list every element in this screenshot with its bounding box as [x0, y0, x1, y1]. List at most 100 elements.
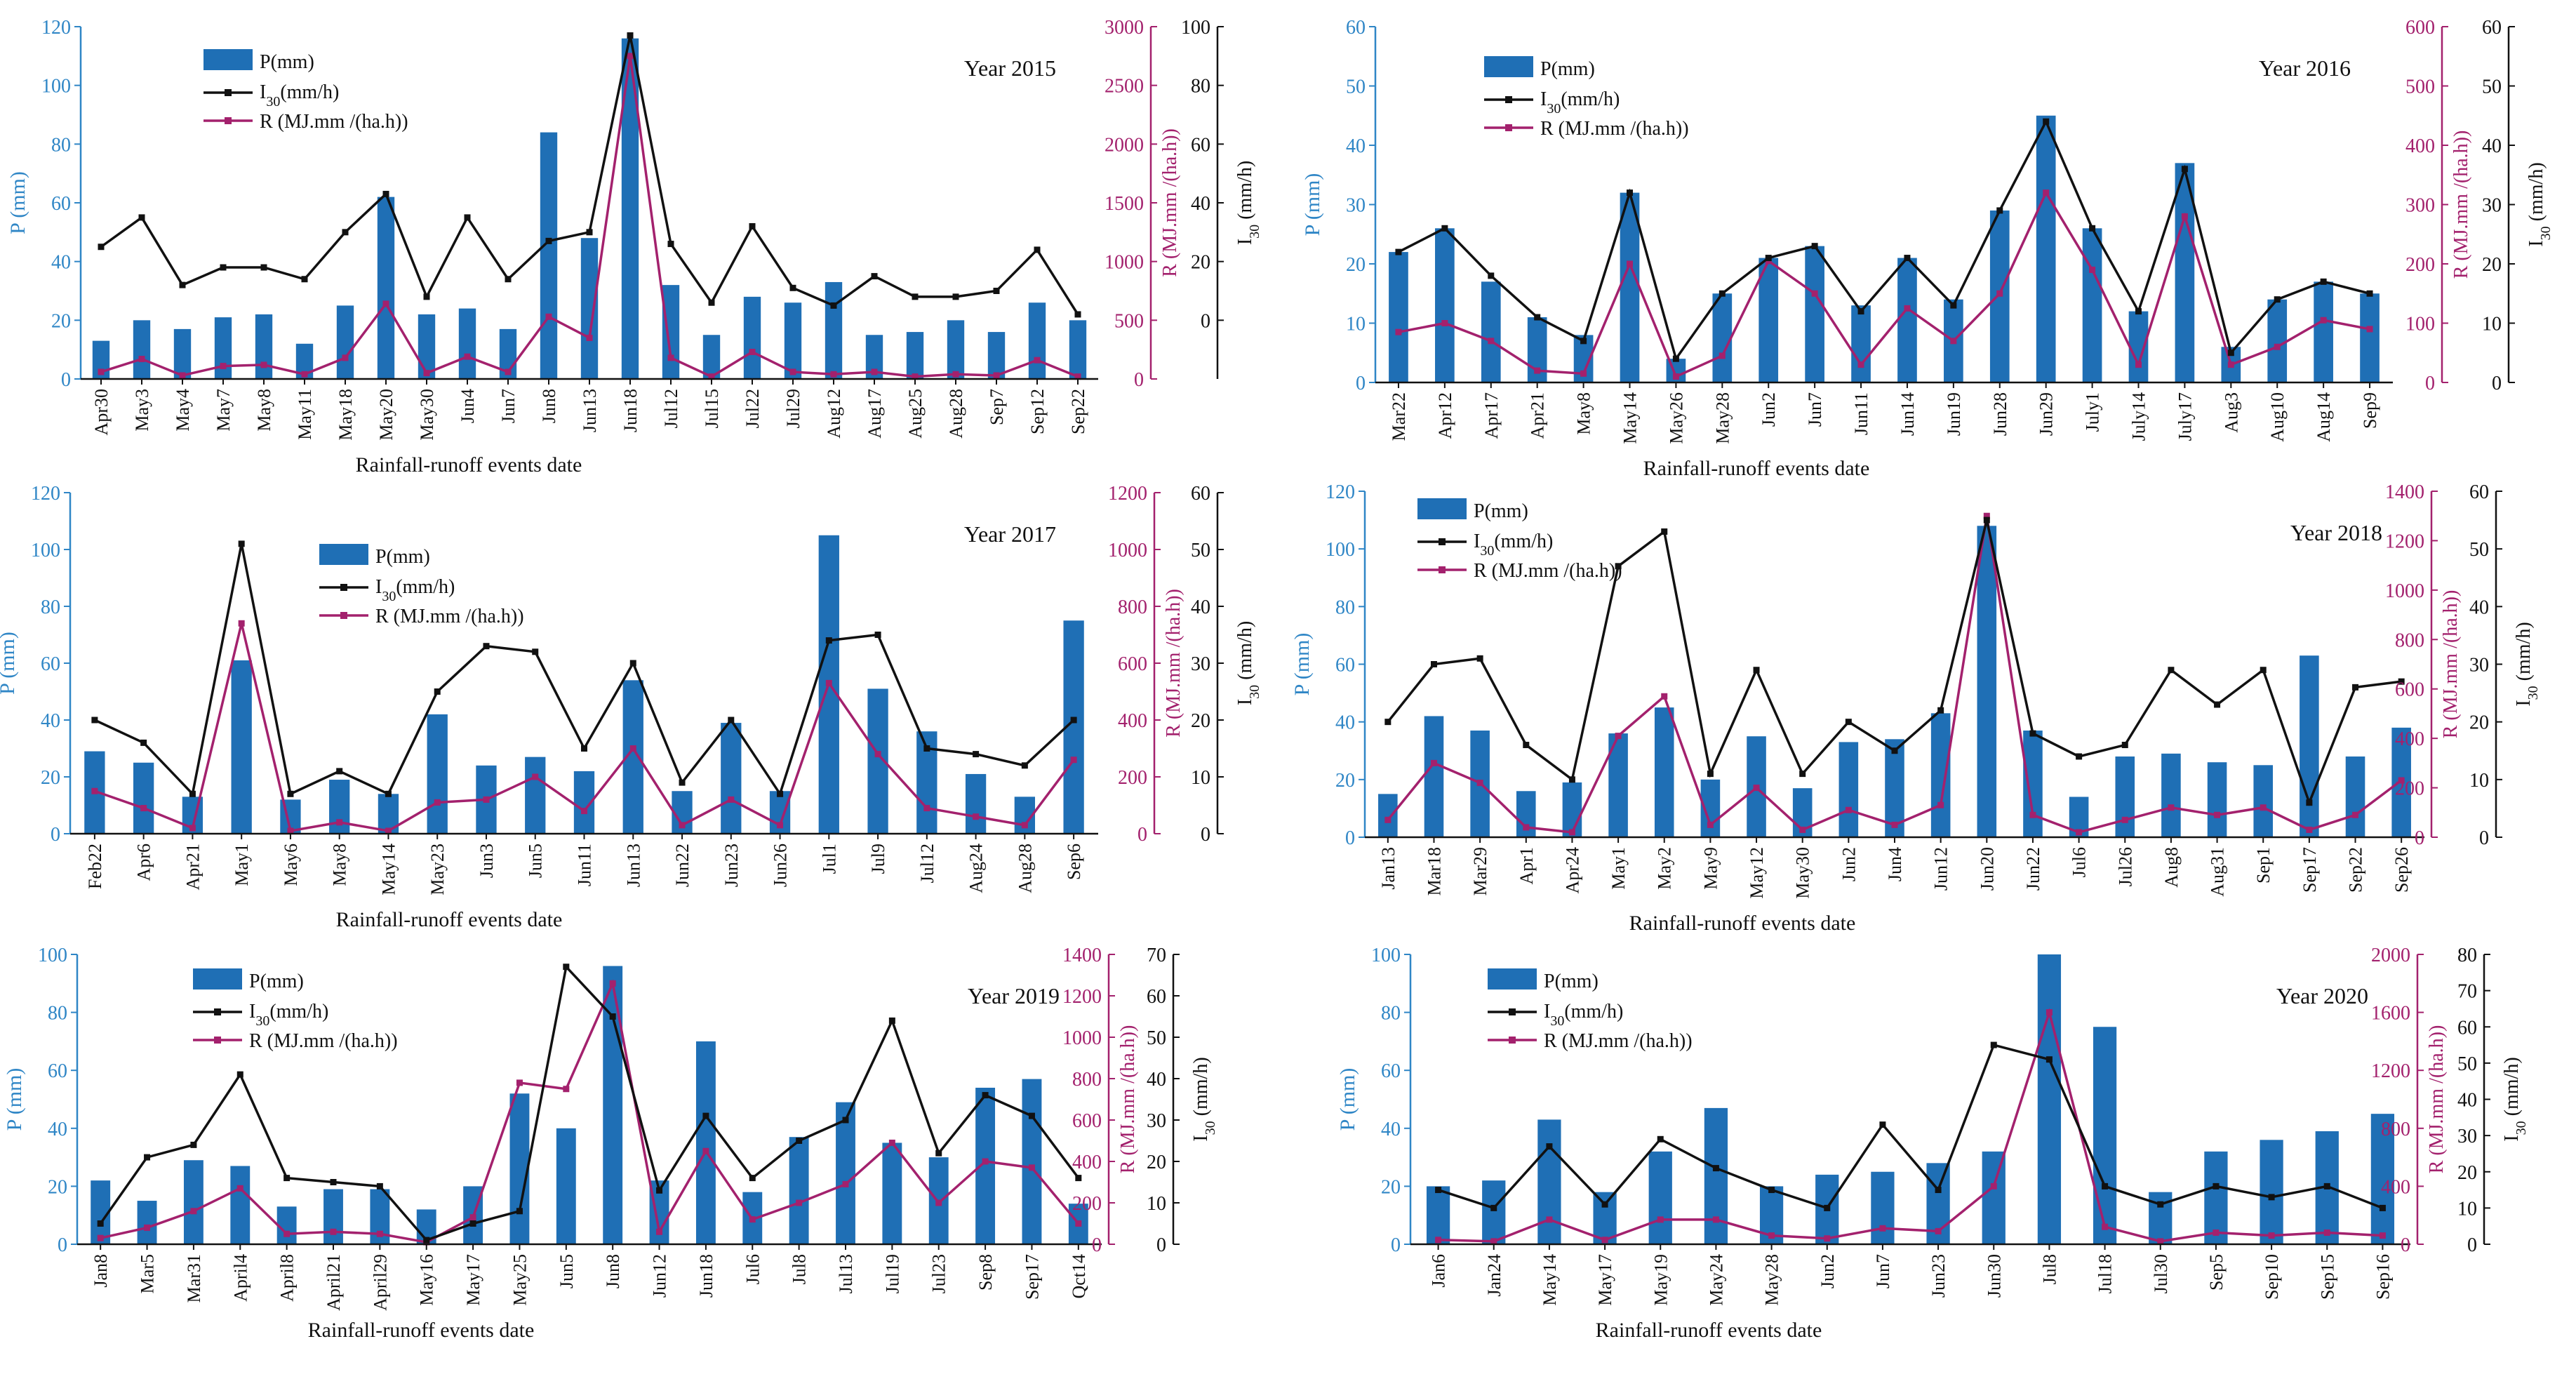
point-r-Feb22	[91, 787, 98, 794]
point-r-Jul30	[2157, 1238, 2164, 1245]
tick-label-i30: 30	[2469, 655, 2489, 677]
tick-label-x: Apr24	[1562, 847, 1582, 893]
point-i30-April21	[330, 1179, 337, 1185]
tick-label-x: Sep26	[2391, 847, 2412, 893]
point-r-Jun18	[627, 53, 634, 60]
bar-p-May20	[377, 196, 395, 379]
tick-label-i30: 50	[2457, 1053, 2477, 1075]
point-r-Mar18	[1430, 759, 1437, 766]
bar-p-Apr17	[1481, 281, 1501, 382]
bar-p-Sep12	[1028, 302, 1046, 379]
tick-label-x: Jul22	[742, 389, 763, 428]
bar-p-Jun22	[2023, 730, 2043, 837]
bar-p-Mar22	[1389, 252, 1408, 382]
tick-label-x: April29	[370, 1254, 390, 1311]
tick-label-p: 80	[51, 134, 71, 156]
bar-p-Apr12	[1435, 228, 1455, 382]
tick-label-r: 200	[2405, 254, 2435, 276]
point-r-Jun13	[586, 334, 593, 341]
point-r-May18	[342, 354, 349, 361]
chart-title: Year 2017	[964, 521, 1056, 547]
point-r-Jul8	[2046, 1009, 2053, 1016]
bar-p-Jun8	[540, 132, 558, 379]
tick-label-p: 100	[38, 945, 67, 966]
tick-label-p: 0	[51, 824, 60, 846]
tick-label-x: Aug10	[2267, 392, 2288, 442]
tick-label-r: 1200	[1108, 483, 1147, 505]
legend-label-i30-sub: 30	[266, 94, 280, 109]
bar-p-April21	[323, 1189, 343, 1244]
bar-p-Apr6	[133, 762, 154, 834]
point-i30-Sep9	[2366, 290, 2373, 297]
point-i30-Apr24	[1568, 776, 1575, 783]
axis-label-i30: I30 (mm/h)	[2513, 622, 2541, 706]
point-r-Sep9	[2366, 326, 2373, 333]
tick-label-r: 0	[1092, 1234, 1102, 1256]
point-r-Aug25	[912, 373, 919, 380]
tick-label-p: 0	[61, 369, 71, 391]
legend-swatch-p	[1417, 498, 1467, 519]
bar-p-Jun23	[721, 723, 742, 834]
point-r-Jun7	[505, 368, 512, 375]
point-r-Jun23	[728, 796, 735, 803]
bar-p-Jun7	[1871, 1171, 1895, 1244]
tick-label-x: Sep1	[2253, 847, 2274, 884]
tick-label-i30: 30	[2482, 195, 2502, 217]
bar-p-Jul18	[2093, 1027, 2117, 1244]
point-r-Jul13	[842, 1180, 849, 1187]
tick-label-r: 2000	[1105, 134, 1144, 156]
tick-label-r: 200	[2395, 778, 2424, 800]
tick-label-i30: 50	[2482, 76, 2502, 98]
point-r-May8	[1580, 370, 1587, 377]
axis-label-i30-sub: 30	[1247, 685, 1262, 699]
point-r-Sep16	[2379, 1232, 2386, 1239]
axis-label-i30: I30 (mm/h)	[1234, 161, 1262, 245]
tick-label-x: Jun18	[696, 1254, 716, 1298]
tick-label-x: May17	[1595, 1254, 1615, 1306]
point-r-Apr17	[1488, 338, 1495, 345]
tick-label-x: Aug28	[1015, 844, 1035, 893]
bar-p-Jun4	[458, 308, 476, 379]
bar-p-Aug31	[2207, 762, 2227, 837]
axis-label-i30-suffix: (mm/h)	[2513, 622, 2535, 686]
tick-label-p: 10	[1346, 314, 1366, 335]
tick-label-x: Jul15	[702, 389, 722, 428]
point-r-Sep5	[2213, 1229, 2220, 1236]
tick-label-p: 0	[1356, 373, 1366, 394]
tick-label-x: May18	[335, 389, 356, 441]
tick-label-x: May1	[232, 844, 252, 886]
tick-label-x: Jun11	[575, 844, 595, 886]
tick-label-x: Aug25	[905, 389, 926, 439]
axis-label-r: R (MJ.mm /(ha.h))	[2450, 131, 2472, 279]
point-r-July17	[2181, 213, 2188, 220]
point-i30-Jun7	[1811, 243, 1818, 250]
point-i30-Aug14	[2320, 278, 2327, 285]
bar-p-Mar18	[1424, 716, 1444, 837]
tick-label-x: Aug14	[2314, 392, 2334, 442]
point-r-May14	[1546, 1216, 1553, 1223]
tick-label-x: Aug3	[2221, 392, 2241, 433]
point-r-May14	[1627, 260, 1633, 267]
point-i30-Sep17	[2306, 799, 2313, 806]
tick-label-i30: 10	[2469, 770, 2489, 792]
tick-label-x: Jun19	[1944, 392, 1964, 436]
point-r-May9	[1707, 821, 1714, 828]
legend-label-i30-suffix: (mm/h)	[1561, 88, 1620, 110]
bar-p-Jan13	[1378, 794, 1398, 837]
legend-marker-i30	[1505, 96, 1512, 103]
bar-p-May7	[214, 317, 232, 379]
tick-label-i30: 70	[1147, 945, 1166, 966]
point-i30-May30	[1799, 771, 1806, 778]
tick-label-i30: 30	[1191, 653, 1210, 675]
point-r-Aug17	[871, 368, 878, 375]
point-r-May12	[1753, 785, 1760, 792]
tick-label-x: Jun23	[721, 844, 742, 887]
point-r-Jul26	[2121, 816, 2128, 823]
point-r-Apr24	[1568, 829, 1575, 836]
tick-label-i30: 80	[2457, 945, 2477, 966]
tick-label-p: 40	[1346, 135, 1366, 157]
point-i30-Jun12	[1937, 707, 1944, 714]
bar-p-Sep1	[2253, 765, 2274, 837]
tick-label-p: 80	[48, 1003, 67, 1025]
